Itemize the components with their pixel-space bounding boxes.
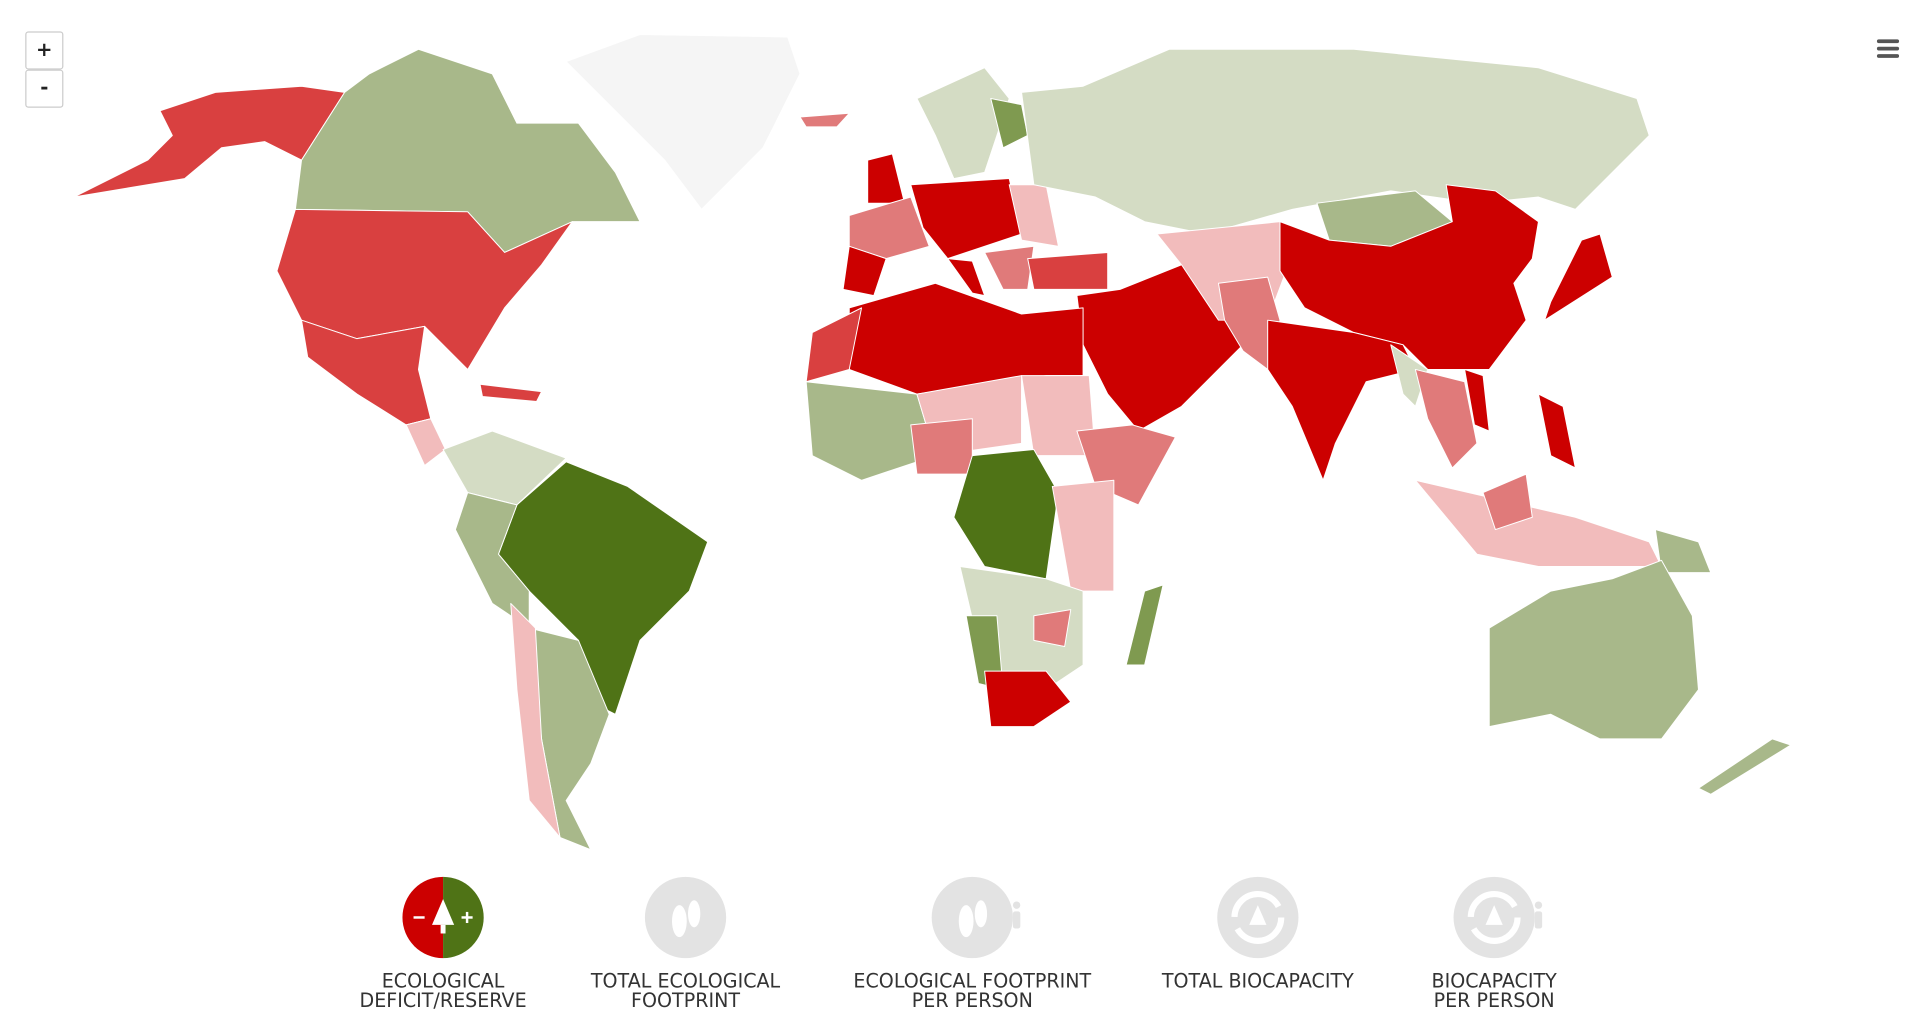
country[interactable]: [953, 449, 1059, 580]
zoom-in-label[interactable]: +: [36, 38, 52, 61]
foot-icon[interactable]: [974, 900, 988, 928]
country[interactable]: [848, 196, 930, 260]
tree-icon[interactable]: [1485, 905, 1503, 925]
country[interactable]: [799, 112, 850, 128]
country[interactable]: [984, 670, 1072, 728]
menu-bar[interactable]: [1876, 39, 1900, 44]
country[interactable]: [1482, 473, 1533, 531]
minus-icon[interactable]: [413, 916, 425, 919]
country[interactable]: [510, 602, 561, 838]
country[interactable]: [1654, 529, 1712, 574]
country[interactable]: [842, 245, 887, 297]
tab-label[interactable]: TOTAL BIOCAPACITY: [1161, 971, 1354, 993]
country[interactable]: [1537, 393, 1576, 469]
tree-icon[interactable]: [432, 898, 455, 925]
cycle-icon[interactable]: [1231, 890, 1285, 944]
tab-label[interactable]: PER PERSON: [1434, 990, 1555, 1012]
menu-bar[interactable]: [1876, 46, 1900, 51]
zoom-in-box[interactable]: [25, 31, 64, 70]
country[interactable]: [1279, 184, 1539, 370]
foot-icon[interactable]: [958, 905, 974, 938]
foot-icon[interactable]: [672, 905, 687, 938]
country[interactable]: [1033, 609, 1072, 648]
country[interactable]: [442, 430, 567, 506]
cycle-icon[interactable]: [1467, 890, 1521, 944]
zoom-out-box[interactable]: [25, 69, 64, 108]
tree-trunk[interactable]: [440, 924, 446, 934]
menu-bar[interactable]: [1876, 54, 1900, 58]
indicator-tab[interactable]: TOTAL BIOCAPACITY: [1161, 876, 1354, 993]
country[interactable]: [805, 381, 936, 481]
country[interactable]: [910, 418, 973, 475]
tab-label[interactable]: FOOTPRINT: [631, 990, 740, 1012]
zoom-out-label[interactable]: -: [40, 76, 48, 99]
country[interactable]: [479, 383, 543, 402]
country[interactable]: [1390, 344, 1429, 407]
country[interactable]: [73, 85, 346, 198]
country[interactable]: [984, 245, 1035, 290]
country[interactable]: [1544, 233, 1613, 321]
country[interactable]: [947, 258, 986, 297]
zoom-out-button[interactable]: -: [25, 69, 64, 108]
country[interactable]: [1051, 479, 1115, 592]
country[interactable]: [1027, 251, 1109, 290]
country[interactable]: [454, 492, 530, 629]
country[interactable]: [1267, 319, 1416, 481]
country[interactable]: [1008, 184, 1059, 247]
country[interactable]: [1464, 368, 1490, 432]
country[interactable]: [1414, 479, 1663, 567]
menu-button[interactable]: [1876, 39, 1900, 58]
tab-label[interactable]: TOTAL ECOLOGICAL: [590, 971, 781, 993]
country[interactable]: [867, 153, 906, 204]
zoom-in-button[interactable]: +: [25, 31, 64, 70]
country[interactable]: [276, 208, 573, 370]
tree-icon[interactable]: [1249, 905, 1267, 925]
tab-label[interactable]: DEFICIT/RESERVE: [360, 990, 527, 1012]
tab-label[interactable]: ECOLOGICAL: [382, 971, 505, 993]
country[interactable]: [565, 33, 801, 210]
country[interactable]: [910, 178, 1023, 260]
country[interactable]: [916, 67, 1010, 180]
country[interactable]: [1414, 368, 1478, 469]
tab-label[interactable]: PER PERSON: [912, 990, 1033, 1012]
country[interactable]: [405, 418, 447, 467]
person-head[interactable]: [1534, 901, 1543, 909]
world-map: [73, 33, 1792, 851]
foot-icon[interactable]: [688, 900, 701, 928]
tab-label[interactable]: ECOLOGICAL FOOTPRINT: [853, 971, 1091, 993]
country[interactable]: [805, 307, 863, 383]
tab-label[interactable]: BIOCAPACITY: [1431, 971, 1557, 993]
person-body[interactable]: [1534, 911, 1543, 929]
plus-icon-v[interactable]: [465, 911, 469, 924]
country[interactable]: [1488, 559, 1699, 740]
person-body[interactable]: [1012, 911, 1021, 929]
person-head[interactable]: [1012, 901, 1021, 909]
country[interactable]: [1125, 584, 1164, 666]
country[interactable]: [1697, 738, 1792, 795]
